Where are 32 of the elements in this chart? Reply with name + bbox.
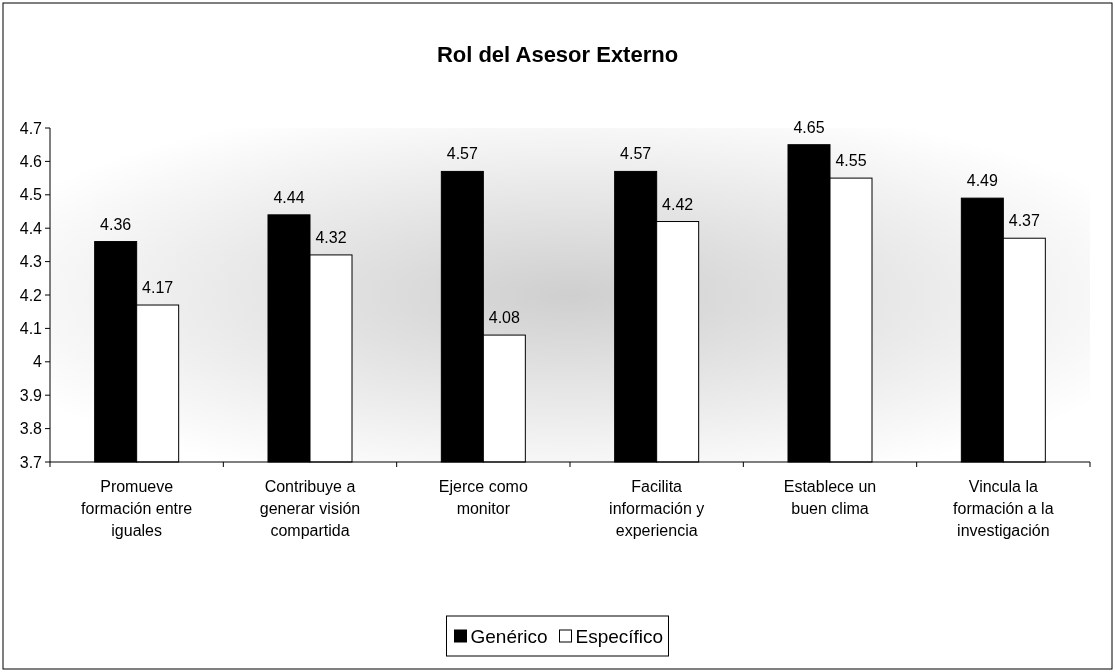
data-label: 4.36 bbox=[100, 215, 132, 233]
x-tick-label: Promueve formación entre iguales bbox=[81, 478, 193, 539]
data-label: 4.55 bbox=[835, 152, 867, 170]
y-tick-label: 4.7 bbox=[19, 119, 43, 137]
chart-title: Rol del Asesor Externo bbox=[436, 42, 679, 67]
y-tick-label: 3.8 bbox=[19, 420, 43, 438]
y-tick-label: 4.2 bbox=[19, 286, 43, 304]
x-tick-label: Vincula la formación a la investigación bbox=[953, 478, 1054, 539]
data-label: 4.44 bbox=[273, 188, 305, 206]
y-tick-label: 4 bbox=[33, 353, 43, 371]
data-label: 4.32 bbox=[315, 228, 347, 246]
x-tick-label: Facilita información y experiencia bbox=[609, 478, 705, 539]
y-tick-label: 4.4 bbox=[19, 219, 43, 237]
legend-label: Genérico bbox=[470, 625, 548, 647]
data-label: 4.37 bbox=[1008, 212, 1041, 230]
data-label: 4.57 bbox=[446, 145, 479, 163]
y-tick-label: 3.9 bbox=[19, 386, 43, 404]
y-tick-label: 4.5 bbox=[19, 186, 43, 204]
data-label: 4.08 bbox=[488, 309, 521, 327]
y-tick-label: 4.1 bbox=[19, 320, 43, 337]
x-tick-label: Establece un buen clima bbox=[783, 478, 877, 517]
y-tick-label: 4.3 bbox=[19, 253, 43, 271]
x-tick-label: Contribuye a generar visión compartida bbox=[259, 478, 361, 539]
y-tick-label: 4.6 bbox=[19, 153, 43, 170]
legend-label: Específico bbox=[575, 625, 664, 647]
data-label: 4.65 bbox=[793, 118, 825, 136]
x-tick-label: Ejerce como monitor bbox=[438, 478, 528, 517]
data-label: 4.57 bbox=[620, 145, 652, 163]
data-label: 4.49 bbox=[966, 172, 999, 190]
y-tick-label: 3.7 bbox=[19, 453, 43, 471]
data-label: 4.42 bbox=[662, 195, 694, 213]
data-label: 4.17 bbox=[142, 279, 174, 297]
